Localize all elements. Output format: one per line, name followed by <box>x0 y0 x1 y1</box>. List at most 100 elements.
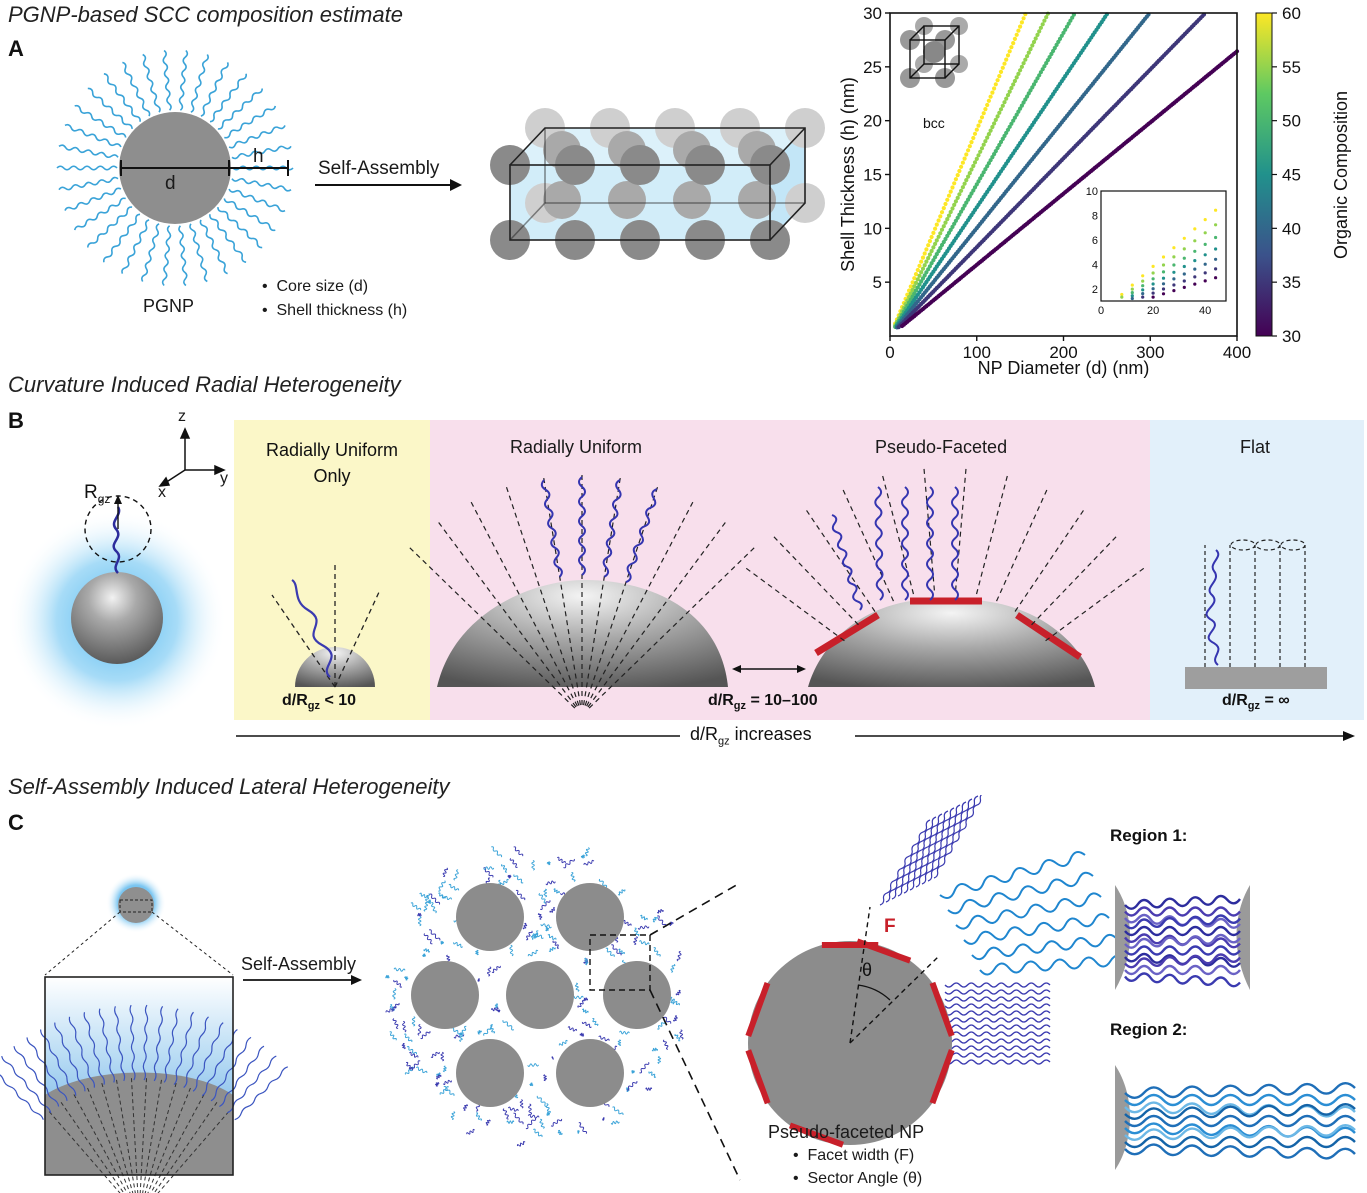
assembly-chain <box>581 1021 592 1028</box>
axis-y-label: y <box>220 470 228 487</box>
assembly-chain <box>419 892 429 899</box>
inset-point <box>1214 257 1218 261</box>
np-facet <box>788 1122 844 1148</box>
assembly-chain <box>405 1061 414 1071</box>
brush-chain <box>58 144 119 159</box>
chart-point <box>957 168 962 174</box>
inset-point <box>1172 277 1176 281</box>
assembly-chain <box>459 1032 464 1042</box>
assembly-chain <box>545 1103 551 1114</box>
chart-point <box>950 224 955 229</box>
chart-point <box>938 246 943 251</box>
zoom-chain <box>163 1008 179 1083</box>
chart-point <box>1009 85 1014 91</box>
chart-point <box>927 252 932 257</box>
chart-point <box>938 214 943 219</box>
assembly-chain <box>431 902 437 914</box>
assembly-chain <box>673 1015 678 1022</box>
chart-point <box>1002 61 1007 66</box>
bullet-sector-angle: • Sector Angle (θ) <box>793 1170 923 1187</box>
assembly-chain <box>545 926 550 932</box>
chart-point <box>936 218 941 223</box>
region1-chain <box>1124 914 1241 930</box>
inset-point <box>1193 282 1197 286</box>
inset-point <box>1130 291 1134 295</box>
chart-point <box>966 148 971 153</box>
chart-point <box>934 238 939 243</box>
axis-x-label: x <box>158 484 166 501</box>
np-facet <box>745 1049 771 1105</box>
assembly-chain <box>425 893 431 904</box>
chart-point <box>919 259 924 264</box>
y-tick-label: 15 <box>863 166 882 185</box>
chart-point <box>964 178 969 183</box>
inset-point <box>1193 249 1197 253</box>
assembly-chain <box>611 944 622 956</box>
chart-point <box>1038 25 1043 30</box>
assembly-chain <box>440 940 445 945</box>
chart-point <box>1057 36 1063 42</box>
chart-point <box>915 277 920 282</box>
brush-chain <box>199 219 228 275</box>
assembly-chain <box>543 888 548 898</box>
chart-point <box>1052 45 1057 51</box>
chart-point <box>938 231 943 236</box>
assembly-chain <box>404 976 409 981</box>
brush-chain <box>64 123 122 148</box>
assembly-chain <box>502 1020 515 1031</box>
assembly-chain <box>617 889 626 896</box>
chart-point <box>917 273 922 278</box>
assembly-chain <box>502 1108 509 1120</box>
assembly-chain <box>633 936 638 945</box>
chart-point <box>992 86 997 91</box>
chart-point <box>957 192 962 197</box>
chart-point <box>1014 112 1019 117</box>
faceted-chain <box>831 514 863 611</box>
assembly-chain <box>440 1051 445 1062</box>
assembly-chain <box>657 1056 662 1064</box>
uniform-dome <box>437 580 728 687</box>
brush-chain <box>74 104 127 138</box>
bullet-core-size: • Core size (d) <box>262 278 369 295</box>
assembly-chain <box>513 846 524 857</box>
facet-chain <box>879 819 931 906</box>
chart-point <box>948 209 953 215</box>
pgnp-brush-chains <box>56 49 294 287</box>
assembly-chain <box>442 1079 452 1086</box>
inset-point <box>1182 272 1186 276</box>
pgnp-illustration <box>56 49 825 287</box>
chart-point <box>1031 39 1037 45</box>
region2-chain <box>1124 1103 1356 1120</box>
x-tick-label: 300 <box>1136 343 1164 362</box>
rgz-label: Rgz <box>84 482 111 506</box>
chart-point <box>972 160 978 165</box>
bullet-facet-width: • Facet width (F) <box>793 1147 915 1164</box>
lattice-sphere-center <box>673 181 711 219</box>
assembly-chain <box>483 867 494 878</box>
chart-point <box>919 270 924 275</box>
brush-chain <box>209 73 248 123</box>
chart-point <box>983 107 988 112</box>
inset-point <box>1172 283 1176 287</box>
uniform-chain <box>540 479 563 578</box>
brush-chain <box>121 219 150 274</box>
inset-point <box>1172 246 1176 250</box>
assembly-chain <box>672 998 680 1006</box>
assembly-chain <box>563 858 575 869</box>
bullet-shell-thickness: • Shell thickness (h) <box>262 302 408 319</box>
inset-point <box>1130 283 1134 287</box>
colorbar-tick-label: 60 <box>1282 4 1301 23</box>
assembly-chain <box>385 1006 397 1013</box>
chart-point <box>927 264 932 269</box>
chart-point <box>915 267 920 273</box>
brush-chain <box>56 165 118 171</box>
chart-point <box>927 239 932 244</box>
assembly-chain <box>533 1128 543 1138</box>
facet-chains <box>879 795 1126 1065</box>
chart-point <box>1012 78 1017 84</box>
colorbar-tick-label: 45 <box>1282 166 1301 185</box>
chart-point <box>912 284 917 289</box>
chart-point <box>974 156 979 161</box>
assembly-chain <box>477 978 480 982</box>
colorbar-tick-label: 50 <box>1282 112 1301 131</box>
